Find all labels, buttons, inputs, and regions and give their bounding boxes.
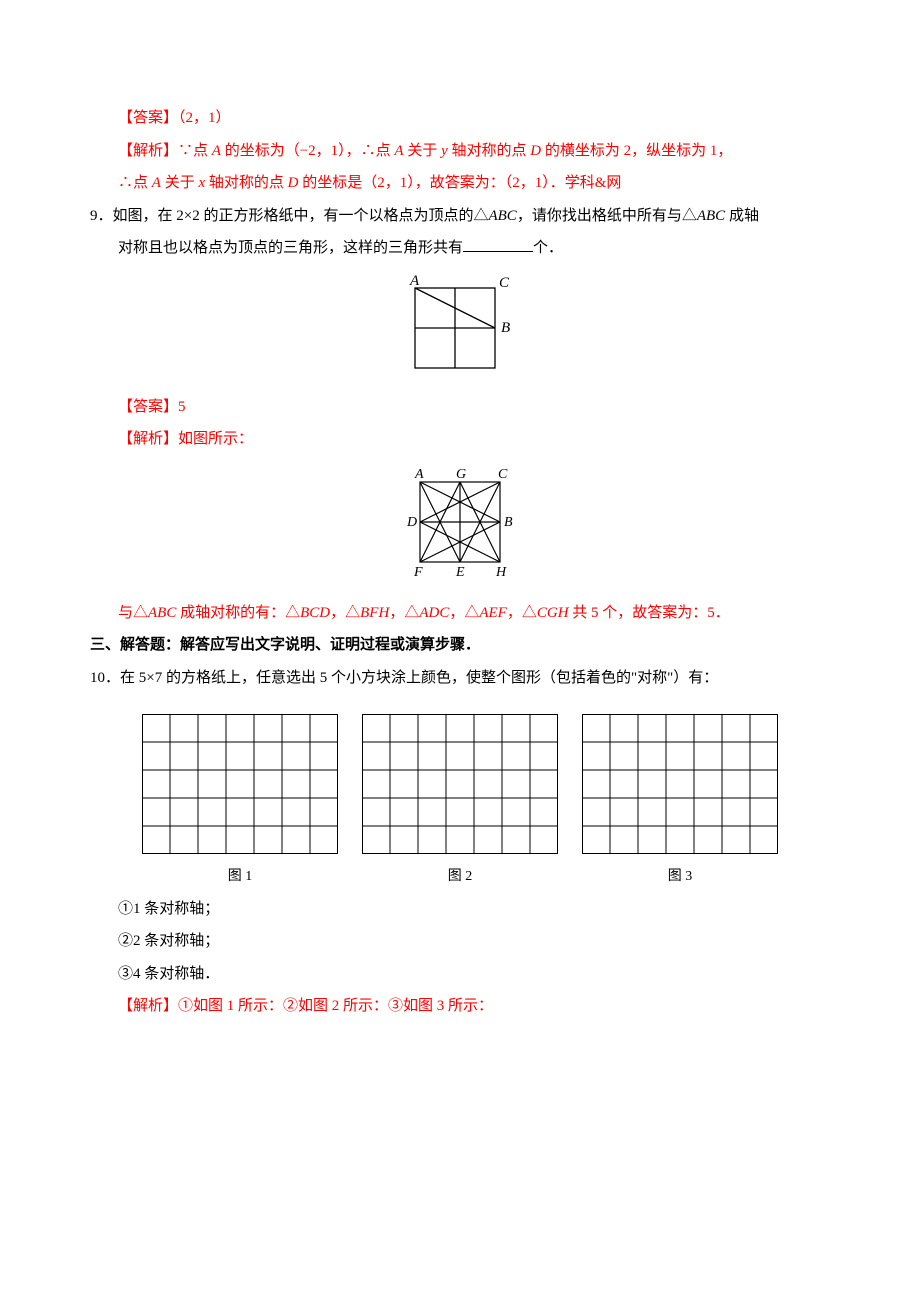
section3-title: 三、解答题：解答应写出文字说明、证明过程或演算步骤． bbox=[90, 631, 830, 660]
q9-answer: 【答案】5 bbox=[90, 393, 830, 422]
svg-text:E: E bbox=[455, 565, 465, 580]
svg-text:B: B bbox=[501, 320, 510, 336]
svg-text:A: A bbox=[414, 467, 424, 482]
svg-text:H: H bbox=[495, 565, 507, 580]
q9-line2: 对称且也以格点为顶点的三角形，这样的三角形共有个． bbox=[90, 234, 830, 263]
prev-answer: 【答案】（2，1） bbox=[90, 104, 830, 133]
q10-grids: 图 1 图 2 图 3 bbox=[130, 704, 790, 891]
q9-analysis: 【解析】如图所示： bbox=[90, 425, 830, 454]
grid-1 bbox=[142, 714, 338, 854]
q10-line: 10．在 5×7 的方格纸上，任意选出 5 个小方块涂上颜色，使整个图形（包括着… bbox=[90, 664, 830, 693]
prev-analysis-line2: ∴点 A 关于 x 轴对称的点 D 的坐标是（2，1），故答案为：（2，1）．学… bbox=[90, 169, 830, 198]
q9-conclusion: 与△ABC 成轴对称的有：△BCD，△BFH，△ADC，△AEF，△CGH 共 … bbox=[90, 599, 830, 628]
answer-label: 【答案】 bbox=[118, 399, 178, 415]
prev-analysis-line1: 【解析】∵点 A 的坐标为（−2，1），∴点 A 关于 y 轴对称的点 D 的横… bbox=[90, 137, 830, 166]
grid-caption-2: 图 2 bbox=[362, 864, 558, 891]
answer-value: （2，1） bbox=[178, 110, 231, 126]
svg-text:C: C bbox=[499, 275, 510, 291]
grid-caption-3: 图 3 bbox=[582, 864, 778, 891]
answer-label: 【答案】 bbox=[118, 110, 178, 126]
svg-text:G: G bbox=[456, 467, 466, 482]
analysis-label: 【解析】 bbox=[118, 998, 178, 1014]
grid-block-1: 图 1 bbox=[142, 704, 338, 891]
svg-text:D: D bbox=[406, 515, 417, 530]
grid-block-3: 图 3 bbox=[582, 704, 778, 891]
q10-opt2: ②2 条对称轴； bbox=[90, 927, 830, 956]
svg-text:C: C bbox=[498, 467, 508, 482]
q9-line1: 9．如图，在 2×2 的正方形格纸中，有一个以格点为顶点的△ABC，请你找出格纸… bbox=[90, 202, 830, 231]
q10-number: 10． bbox=[90, 670, 120, 686]
q10-analysis: 【解析】①如图 1 所示：②如图 2 所示：③如图 3 所示： bbox=[90, 992, 830, 1021]
grid-2 bbox=[362, 714, 558, 854]
svg-text:A: A bbox=[409, 273, 420, 289]
grid-3 bbox=[582, 714, 778, 854]
grid-block-2: 图 2 bbox=[362, 704, 558, 891]
svg-text:B: B bbox=[504, 515, 513, 530]
q10-opt3: ③4 条对称轴． bbox=[90, 960, 830, 989]
q10-opt1: ①1 条对称轴； bbox=[90, 895, 830, 924]
q9-figure1: A C B bbox=[395, 273, 525, 383]
svg-text:F: F bbox=[413, 565, 423, 580]
q9-figure2: A G C D B F E H bbox=[390, 464, 530, 589]
grid-caption-1: 图 1 bbox=[142, 864, 338, 891]
analysis-label: 【解析】 bbox=[118, 431, 178, 447]
q9-number: 9． bbox=[90, 208, 113, 224]
blank-input[interactable] bbox=[463, 235, 533, 253]
analysis-label: 【解析】 bbox=[118, 143, 178, 159]
